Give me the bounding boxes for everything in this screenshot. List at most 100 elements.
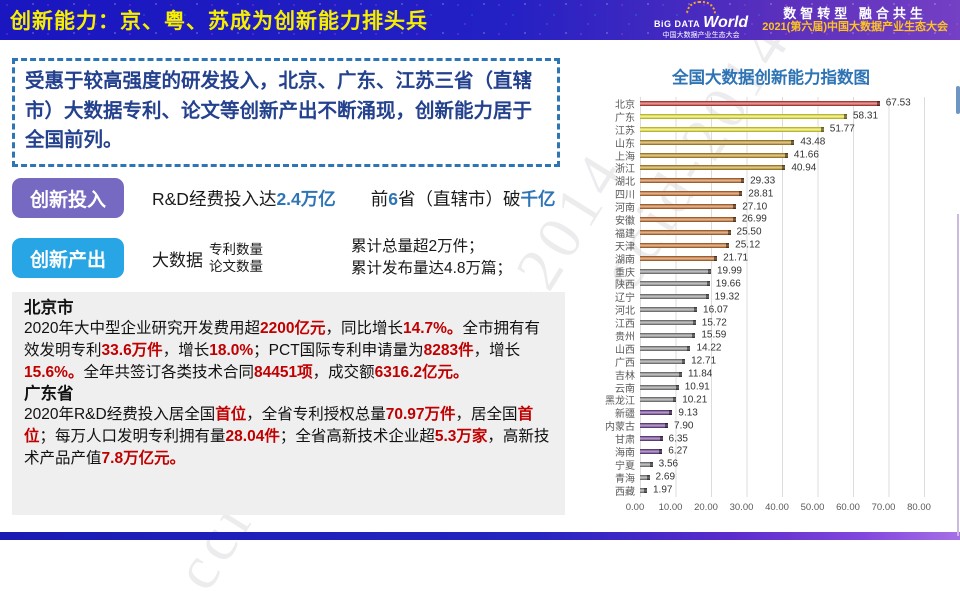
bar-row: 广东 58.31 [585,109,957,124]
bar [640,281,710,287]
scrollbar-track [957,214,959,536]
bar-row: 陕西 19.66 [585,277,957,292]
bar-end-cap [820,126,824,132]
bar-row: 云南 10.91 [585,380,957,395]
bar-end-cap [659,436,663,442]
highlighted-value: 6 [388,188,399,209]
bar-row: 安徽 26.99 [585,213,957,227]
bar-plot-area: 2.69 [640,470,957,484]
logo-world-text: World [703,14,749,31]
bar-end-cap [665,423,669,429]
bar-category-label: 福建 [615,228,635,240]
bar-plot-area: 12.71 [640,354,957,368]
bar [640,268,711,274]
scrollbar-thumb[interactable] [956,86,960,114]
bar-row: 内蒙古 7.90 [585,419,957,434]
bar-value-label: 25.12 [735,239,761,251]
bar-value-label: 16.07 [703,304,729,316]
bar-category-label: 湖北 [615,177,635,189]
bar-end-cap [705,294,709,300]
bar-end-cap [649,461,653,467]
intro-summary-text: 受惠于较高强度的研发投入，北京、广东、江苏三省（直辖市）大数据专利、论文等创新产… [25,70,533,152]
bar-value-label: 15.72 [701,317,727,329]
body-text: ，全省专利授权总量 [246,406,386,423]
bar [640,371,683,377]
bar-end-cap [727,229,731,235]
bar-category-label: 陕西 [615,280,635,292]
bar-value-label: 26.99 [741,213,767,225]
bar [640,204,737,210]
bar-value-label: 11.84 [688,368,713,380]
bar-plot-area: 1.97 [640,483,957,497]
highlighted-value: 首位 [215,406,247,423]
bar-category-label: 河南 [615,203,635,215]
bar-category-label: 吉林 [615,370,635,382]
bar-category-label: 西藏 [615,486,635,498]
bar [640,113,847,119]
bar-end-cap [646,474,650,480]
bar [640,333,696,339]
bar-row: 山西 14.22 [585,341,957,356]
highlighted-value: 6316.2亿元。 [374,364,469,381]
bar-value-label: 6.27 [668,445,688,457]
bar-end-cap [741,178,745,184]
bar-end-cap [784,152,788,158]
body-text: ；PCT国际专利申请量为 [253,342,424,359]
bar-plot-area: 19.99 [640,264,957,278]
body-text: 前 [335,188,389,209]
bar-value-label: 40.94 [791,162,817,174]
bar-row: 江苏 51.77 [585,122,957,137]
bar-value-label: 9.13 [678,407,698,419]
bar-category-label: 湖南 [615,254,635,266]
bar-row: 甘肃 6.35 [585,432,957,446]
body-text: 省（直辖市）破 [398,188,521,209]
bar-plot-area: 41.66 [640,148,957,162]
bar-plot-area: 19.32 [640,290,957,304]
body-text: ，增长 [162,342,210,359]
bar-plot-area: 16.07 [640,303,957,317]
bar-end-cap [659,449,663,455]
bar-value-label: 12.71 [691,355,717,367]
stack-line: 累计发布量达4.8万篇； [351,260,513,278]
bar-value-label: 67.53 [885,97,911,109]
bar-plot-area: 26.99 [640,213,957,226]
bar-plot-area: 19.66 [640,277,957,291]
bar-row: 河南 27.10 [585,200,957,215]
bar-plot-area: 3.56 [640,457,957,471]
bar-end-cap [643,487,647,493]
x-axis: 0.00 10.00 20.00 30.00 40.00 50.00 60.00 70.00 8… [626,500,957,516]
bar [640,101,880,106]
bar-category-label: 重庆 [615,267,635,279]
bar [640,191,743,197]
highlighted-value: 2200亿元 [259,320,326,337]
body-text: ，成交额 [312,364,375,381]
bar [640,345,691,351]
bar [640,410,673,416]
x-axis-tick: 80.00 [907,501,931,513]
bar-category-label: 黑龙江 [605,396,635,408]
bar-row: 吉林 11.84 [585,367,957,382]
bar [640,255,718,261]
conference-event-name: 2021(第六届)中国大数据产业生态大会 [762,21,948,34]
conference-logo-area: BiG DATA World 中国大数据产业生态大会 数智转型 融合共生 202… [654,1,960,39]
bar-plot-area: 6.35 [640,432,957,446]
body-text: ，居全国 [455,406,518,423]
bar-plot-area: 67.53 [640,97,957,110]
x-axis-tick: 0.00 [625,501,645,513]
bar [640,139,795,145]
bar [640,436,663,442]
bar-category-label: 内蒙古 [605,422,635,434]
bar-end-cap [673,397,677,403]
bar-plot-area: 9.13 [640,406,957,420]
stack-line: 累计总量超2万件； [351,238,484,255]
bar-row: 上海 41.66 [585,148,957,163]
bar-plot-area: 29.33 [640,174,957,188]
bar-plot-area: 11.84 [640,367,957,381]
bottom-gradient-bar [0,532,960,540]
bar-end-cap [844,113,847,119]
bar-value-label: 15.59 [701,329,727,341]
logo-dots-icon [686,1,717,14]
bar-row: 河北 16.07 [585,303,957,317]
body-text: 全市拥有有效发明专利 [24,320,540,359]
bar-value-label: 1.97 [652,484,673,496]
